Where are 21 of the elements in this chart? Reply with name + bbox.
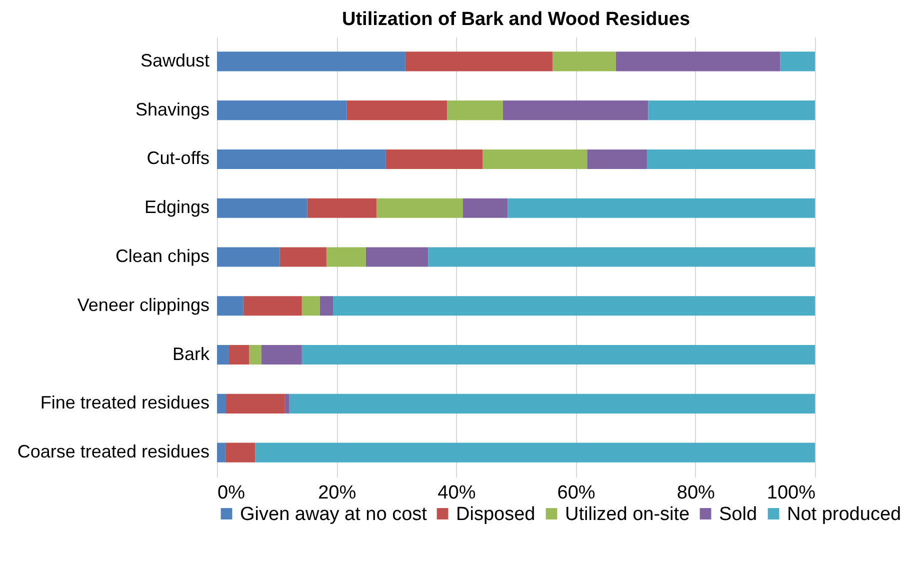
legend-label: Given away at no cost <box>240 504 428 525</box>
y-tick-label: Fine treated residues <box>40 392 210 413</box>
y-tick-label: Clean chips <box>115 246 210 266</box>
chart-title: Utilization of Bark and Wood Residues <box>342 9 690 30</box>
y-tick-label: Sawdust <box>140 50 210 70</box>
legend-label: Utilized on-site <box>565 504 690 525</box>
y-tick-label: Cut-offs <box>146 148 210 168</box>
legend-label: Disposed <box>456 504 536 525</box>
y-tick-label: Veneer clippings <box>77 294 210 315</box>
y-tick-label: Coarse treated residues <box>17 442 210 462</box>
x-tick-label: 0% <box>218 482 246 504</box>
legend-label: Sold <box>719 504 758 525</box>
legend-label: Not produced <box>787 504 902 525</box>
y-tick-label: Edgings <box>144 197 210 218</box>
x-tick-label: 40% <box>438 482 476 504</box>
x-tick-label: 60% <box>557 482 596 504</box>
x-tick-label: 20% <box>318 482 356 504</box>
x-tick-label: 100% <box>766 482 816 504</box>
x-tick-label: 80% <box>676 482 716 504</box>
y-tick-label: Shavings <box>135 99 210 120</box>
y-tick-label: Bark <box>172 344 210 364</box>
